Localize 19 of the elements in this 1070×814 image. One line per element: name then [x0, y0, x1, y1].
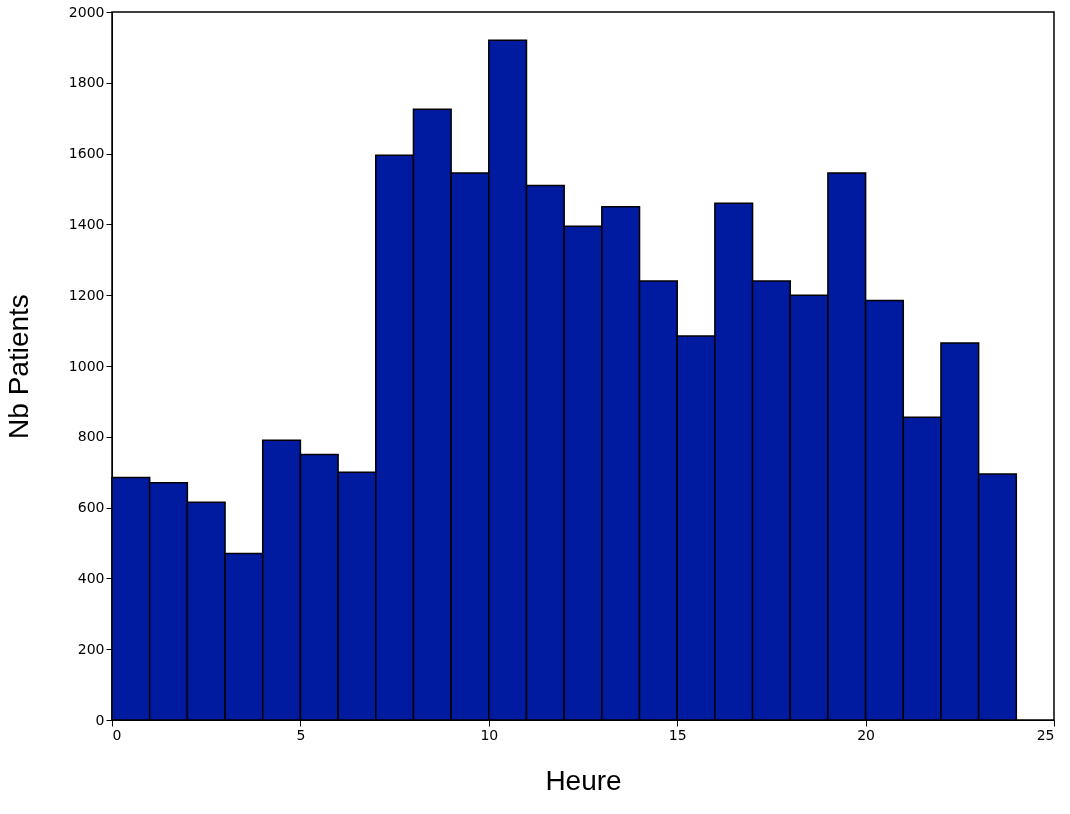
y-tick-label: 2000: [68, 3, 105, 20]
x-tick-label: 5: [296, 726, 306, 743]
y-axis-title: Nb Patients: [2, 294, 34, 439]
x-tick-label: 15: [668, 726, 687, 743]
x-axis-title: Heure: [545, 764, 622, 796]
y-tick-label: 400: [77, 569, 105, 586]
y-tick-label: 1600: [68, 145, 105, 162]
y-tick-label: 200: [77, 640, 105, 657]
y-tick-label: 1800: [68, 74, 105, 91]
y-tick-label: 800: [77, 428, 105, 445]
y-tick-label: 1200: [68, 286, 105, 303]
x-tick-label: 25: [1036, 726, 1055, 743]
y-tick-label: 0: [95, 711, 105, 728]
y-tick-label: 1000: [68, 357, 105, 374]
x-tick-label: 20: [857, 726, 876, 743]
y-tick-label: 1400: [68, 215, 105, 232]
x-tick-label: 0: [112, 726, 122, 743]
y-tick-label: 600: [77, 499, 105, 516]
x-tick-label: 10: [480, 726, 499, 743]
